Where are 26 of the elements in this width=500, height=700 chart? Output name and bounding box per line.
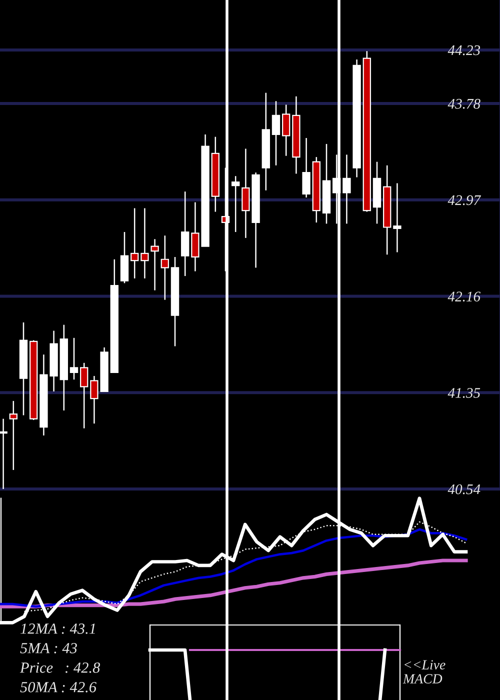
candlestick — [181, 190, 190, 277]
text: <<Live MACD — [402, 660, 446, 684]
candlestick — [70, 337, 78, 380]
candlestick — [0, 418, 8, 489]
candlestick — [140, 208, 149, 280]
y-tick-label: 40.54 — [448, 484, 480, 494]
y-tick-label: 41.35 — [448, 388, 480, 398]
text: 12MA : 43.1 — [20, 624, 95, 634]
candlestick — [9, 400, 18, 471]
candlestick — [130, 208, 139, 280]
y-tick-label: 44.23 — [448, 45, 480, 56]
candlestick — [80, 362, 88, 429]
candlestick — [393, 182, 402, 253]
candlestick — [302, 137, 310, 198]
text: 5MA : 43 — [20, 643, 77, 654]
candlestick — [342, 154, 351, 224]
y-tick-label: 43.78 — [448, 98, 480, 109]
candlestick — [160, 234, 169, 300]
text: Price : 42.8 — [20, 662, 100, 673]
y-tick-label: 42.97 — [448, 195, 482, 206]
y-tick-label: 42.16 — [448, 292, 480, 302]
candlestick — [272, 100, 280, 166]
candlestick — [150, 238, 159, 291]
candlestick — [232, 175, 240, 233]
candlestick — [282, 104, 290, 156]
text: 50MA : 42.6 — [20, 682, 96, 692]
